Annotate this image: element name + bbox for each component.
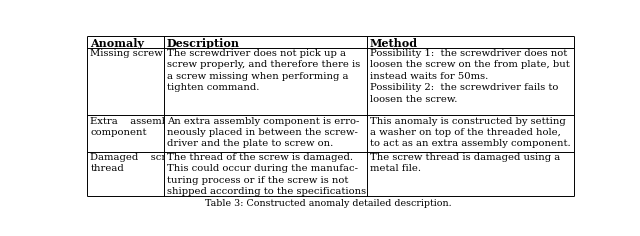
Text: The thread of the screw is damaged.
This could occur during the manufac-
turing : The thread of the screw is damaged. This… [167,153,369,196]
Text: Extra    assembly
component: Extra assembly component [90,117,177,137]
Text: The screwdriver does not pick up a
screw properly, and therefore there is
a scre: The screwdriver does not pick up a screw… [167,49,360,92]
Text: Missing screw: Missing screw [90,49,163,58]
Text: This anomaly is constructed by setting
a washer on top of the threaded hole,
to : This anomaly is constructed by setting a… [370,117,570,148]
Text: Anomaly: Anomaly [90,38,145,49]
Text: The screw thread is damaged using a
metal file.: The screw thread is damaged using a meta… [370,153,560,173]
Text: Damaged    screw
thread: Damaged screw thread [90,153,181,173]
Text: Possibility 1:  the screwdriver does not
loosen the screw on the from plate, but: Possibility 1: the screwdriver does not … [370,49,570,104]
Text: An extra assembly component is erro-
neously placed in between the screw-
driver: An extra assembly component is erro- neo… [167,117,359,148]
Text: Description: Description [167,38,240,49]
Text: Method: Method [370,38,418,49]
Text: Table 3: Constructed anomaly detailed description.: Table 3: Constructed anomaly detailed de… [205,199,451,208]
